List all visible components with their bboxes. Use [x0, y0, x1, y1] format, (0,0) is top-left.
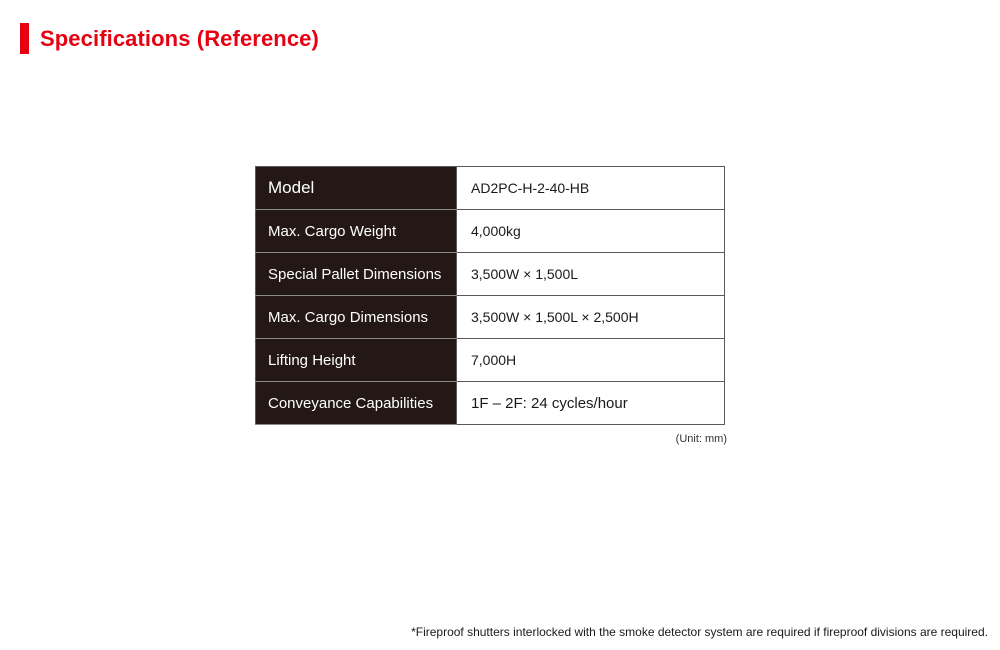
unit-note: (Unit: mm) [675, 433, 727, 445]
row-value-lifting-height: 7,000H [456, 338, 725, 382]
table-row-model: Model AD2PC-H-2-40-HB [255, 166, 725, 210]
row-value-max-cargo-weight: 4,000kg [456, 209, 725, 253]
row-value-model: AD2PC-H-2-40-HB [456, 166, 725, 210]
row-value-special-pallet-dimensions: 3,500W × 1,500L [456, 252, 725, 296]
specifications-table: Model AD2PC-H-2-40-HB Max. Cargo Weight … [255, 166, 725, 425]
table-row-lifting-height: Lifting Height 7,000H [255, 338, 725, 382]
row-label-special-pallet-dimensions: Special Pallet Dimensions [255, 252, 457, 296]
table-row-max-cargo-dimensions: Max. Cargo Dimensions 3,500W × 1,500L × … [255, 295, 725, 339]
row-label-max-cargo-dimensions: Max. Cargo Dimensions [255, 295, 457, 339]
table-row-max-cargo-weight: Max. Cargo Weight 4,000kg [255, 209, 725, 253]
row-label-max-cargo-weight: Max. Cargo Weight [255, 209, 457, 253]
row-value-max-cargo-dimensions: 3,500W × 1,500L × 2,500H [456, 295, 725, 339]
page-title: Specifications (Reference) [40, 26, 319, 51]
footnote: *Fireproof shutters interlocked with the… [411, 625, 988, 639]
table-row-conveyance-capabilities: Conveyance Capabilities 1F – 2F: 24 cycl… [255, 381, 725, 425]
row-value-conveyance-capabilities: 1F – 2F: 24 cycles/hour [456, 381, 725, 425]
row-label-conveyance-capabilities: Conveyance Capabilities [255, 381, 457, 425]
table-row-special-pallet-dimensions: Special Pallet Dimensions 3,500W × 1,500… [255, 252, 725, 296]
row-label-lifting-height: Lifting Height [255, 338, 457, 382]
title-accent-bar [20, 23, 29, 54]
row-label-model: Model [255, 166, 457, 210]
